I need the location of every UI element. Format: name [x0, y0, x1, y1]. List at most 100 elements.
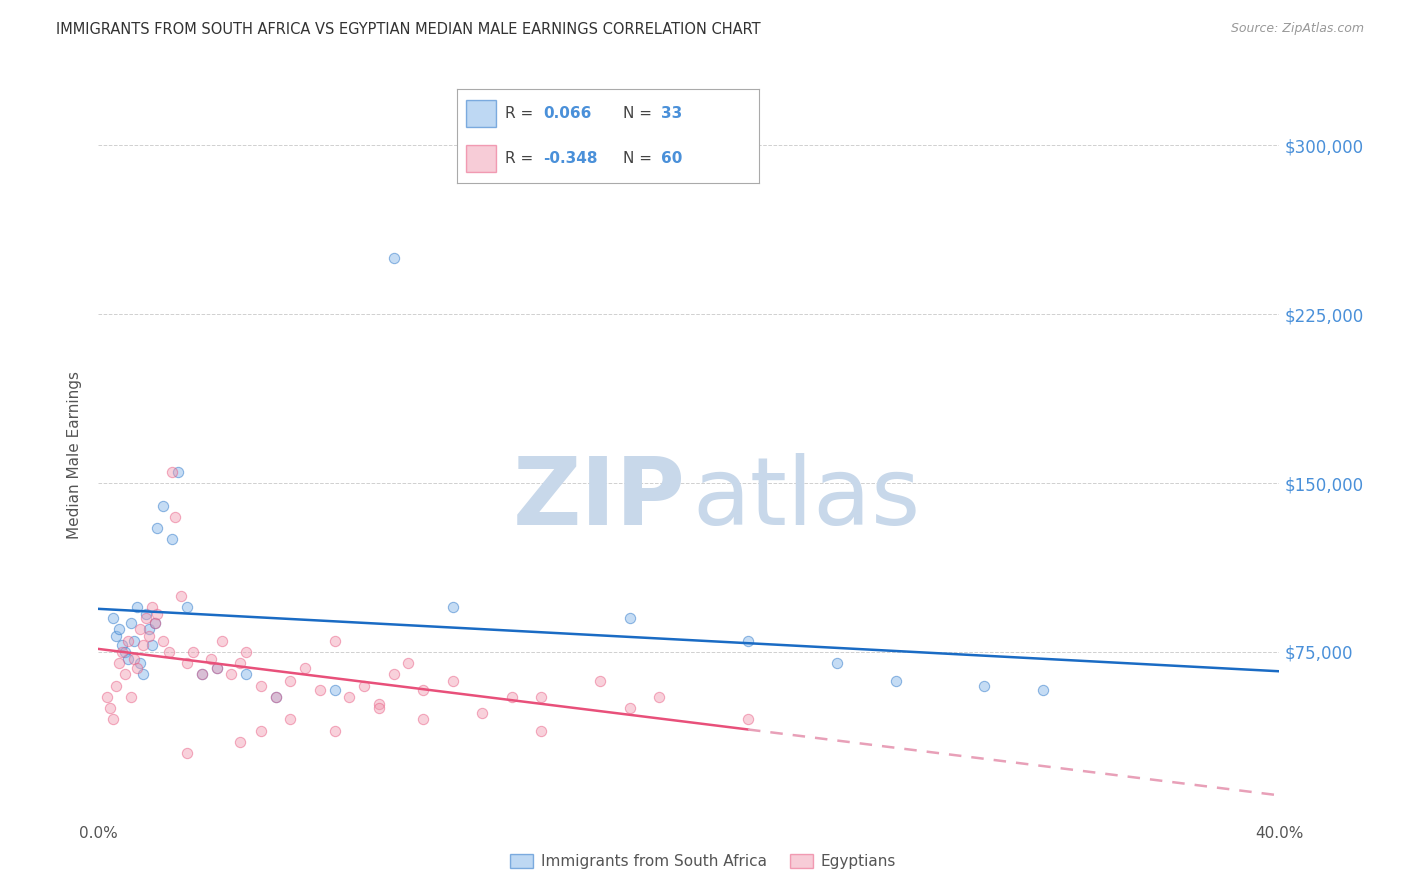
Point: [141, 638, 163, 652]
Point: [152, 499, 174, 513]
Point: [125, 599, 148, 614]
Point: [135, 611, 157, 625]
Point: [229, 656, 252, 670]
Point: [278, 712, 302, 726]
Point: [737, 633, 759, 648]
Point: [120, 690, 142, 704]
Point: [368, 697, 391, 711]
Text: atlas: atlas: [693, 453, 921, 545]
Point: [167, 465, 190, 479]
Point: [176, 656, 198, 670]
Point: [146, 607, 169, 621]
Point: [200, 651, 222, 665]
Point: [229, 735, 252, 749]
Point: [396, 656, 419, 670]
Text: 60: 60: [661, 151, 682, 166]
Point: [111, 645, 134, 659]
Point: [111, 638, 134, 652]
Point: [157, 645, 180, 659]
Point: [501, 690, 523, 704]
Point: [114, 667, 136, 681]
Point: [309, 683, 332, 698]
Point: [128, 623, 150, 637]
Point: [219, 667, 242, 681]
Point: [211, 633, 233, 648]
Point: [205, 660, 228, 674]
Point: [323, 633, 346, 648]
Point: [108, 656, 131, 670]
Point: [250, 679, 273, 693]
Point: [181, 645, 204, 659]
Point: [117, 633, 139, 648]
Point: [138, 629, 160, 643]
Point: [441, 674, 464, 689]
Point: [117, 651, 139, 665]
Point: [235, 667, 257, 681]
Point: [530, 723, 553, 738]
Point: [132, 638, 155, 652]
Point: [737, 712, 759, 726]
Text: 0.066: 0.066: [543, 106, 592, 121]
Point: [530, 690, 553, 704]
Point: [191, 667, 214, 681]
Point: [368, 701, 391, 715]
Point: [973, 679, 995, 693]
Point: [353, 679, 375, 693]
Point: [120, 615, 142, 630]
Point: [114, 645, 136, 659]
Text: -0.348: -0.348: [543, 151, 598, 166]
Point: [162, 533, 183, 547]
Text: ZIP: ZIP: [513, 453, 685, 545]
Point: [165, 509, 187, 524]
Point: [176, 746, 198, 760]
Point: [619, 611, 641, 625]
Point: [648, 690, 671, 704]
Point: [323, 683, 346, 698]
Text: N =: N =: [623, 151, 657, 166]
Bar: [465, 101, 496, 127]
Point: [412, 712, 434, 726]
Point: [170, 589, 193, 603]
Text: N =: N =: [623, 106, 657, 121]
Point: [825, 656, 848, 670]
Point: [162, 465, 183, 479]
Y-axis label: Median Male Earnings: Median Male Earnings: [67, 371, 83, 539]
Point: [143, 615, 166, 630]
Point: [589, 674, 612, 689]
Point: [146, 521, 169, 535]
Point: [412, 683, 434, 698]
Point: [138, 623, 160, 637]
Point: [103, 611, 125, 625]
Point: [884, 674, 907, 689]
Point: [98, 701, 121, 715]
Point: [122, 633, 145, 648]
Point: [143, 615, 166, 630]
Point: [278, 674, 302, 689]
Point: [323, 723, 346, 738]
Point: [471, 706, 494, 720]
Text: Source: ZipAtlas.com: Source: ZipAtlas.com: [1230, 22, 1364, 36]
Point: [205, 660, 228, 674]
Bar: [465, 145, 496, 171]
Point: [1032, 683, 1054, 698]
Point: [141, 599, 163, 614]
Legend: Immigrants from South Africa, Egyptians: Immigrants from South Africa, Egyptians: [505, 848, 901, 875]
Text: R =: R =: [505, 106, 538, 121]
Point: [105, 629, 128, 643]
Point: [382, 251, 405, 265]
Point: [103, 712, 125, 726]
Point: [264, 690, 287, 704]
Point: [619, 701, 641, 715]
Text: IMMIGRANTS FROM SOUTH AFRICA VS EGYPTIAN MEDIAN MALE EARNINGS CORRELATION CHART: IMMIGRANTS FROM SOUTH AFRICA VS EGYPTIAN…: [56, 22, 761, 37]
Point: [135, 607, 157, 621]
Text: R =: R =: [505, 151, 538, 166]
Point: [125, 660, 148, 674]
Point: [96, 690, 118, 704]
Point: [152, 633, 174, 648]
Point: [235, 645, 257, 659]
Point: [250, 723, 273, 738]
Point: [176, 599, 198, 614]
Point: [264, 690, 287, 704]
Point: [108, 623, 131, 637]
Point: [382, 667, 405, 681]
